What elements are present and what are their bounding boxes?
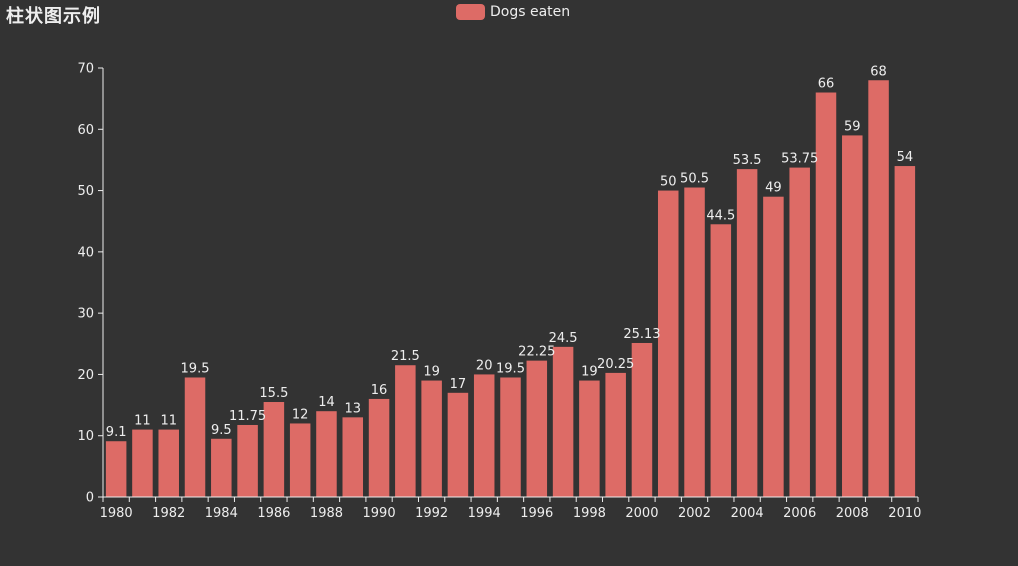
bar-1990[interactable]: [368, 398, 390, 497]
x-tick-label-1990: 1990: [363, 506, 396, 521]
x-tick-label-2010: 2010: [888, 506, 921, 521]
bar-value-label-2006: 53.75: [781, 152, 818, 167]
bar-value-label-1984: 9.5: [211, 423, 232, 438]
bars-group: [105, 80, 916, 497]
bar-1987[interactable]: [289, 423, 311, 497]
bar-1998[interactable]: [579, 380, 600, 497]
bar-value-label-1994: 20: [476, 358, 493, 373]
legend-item-dogs-eaten[interactable]: Dogs eaten: [456, 4, 570, 20]
bar-value-label-1995: 19.5: [496, 361, 525, 376]
bar-value-label-1981: 11: [134, 414, 151, 429]
bar-1996[interactable]: [526, 360, 548, 497]
bar-value-label-2007: 66: [818, 77, 835, 92]
x-tick-label-1982: 1982: [152, 506, 185, 521]
bar-1992[interactable]: [421, 380, 442, 497]
y-tick-label-0: 0: [86, 491, 94, 506]
x-tick-label-2008: 2008: [836, 506, 869, 521]
x-tick-label-2004: 2004: [731, 506, 764, 521]
bar-value-label-1982: 11: [160, 414, 177, 429]
x-tick-label-1984: 1984: [205, 506, 238, 521]
x-tick-label-2002: 2002: [678, 506, 711, 521]
bar-value-label-1990: 16: [371, 383, 388, 398]
bar-value-label-2003: 44.5: [706, 208, 735, 223]
legend-label: Dogs eaten: [490, 4, 571, 20]
bar-2002[interactable]: [684, 187, 705, 497]
x-tick-label-1998: 1998: [573, 506, 606, 521]
bar-value-label-1988: 14: [318, 395, 335, 410]
bar-value-label-2009: 68: [870, 64, 887, 79]
bar-value-label-1989: 13: [344, 401, 361, 416]
legend-swatch: [456, 4, 485, 20]
bar-value-label-2001: 50: [660, 175, 677, 190]
x-tick-label-2000: 2000: [625, 506, 658, 521]
bar-value-label-1983: 19.5: [181, 361, 210, 376]
bar-1980[interactable]: [105, 441, 127, 497]
y-tick-label-20: 20: [77, 368, 94, 383]
bar-2000[interactable]: [631, 342, 653, 497]
y-tick-label-50: 50: [77, 184, 94, 199]
y-tick-label-30: 30: [77, 307, 94, 322]
bar-value-label-1997: 24.5: [549, 331, 578, 346]
x-axis: 1980 1982 1984 1986 1988 1990 1992 1994 1996 1998…: [100, 496, 921, 521]
bar-2010[interactable]: [894, 166, 916, 497]
bar-value-label-1999: 20.25: [597, 357, 634, 372]
bar-1985[interactable]: [237, 424, 258, 497]
bar-2006[interactable]: [789, 167, 810, 497]
bar-1986[interactable]: [263, 402, 285, 497]
bar-1994[interactable]: [473, 374, 495, 497]
bar-1984[interactable]: [211, 438, 232, 497]
chart-title: 柱状图示例: [6, 6, 101, 27]
y-tick-label-40: 40: [77, 245, 94, 260]
bar-1981[interactable]: [132, 429, 153, 497]
bar-value-label-1986: 15.5: [259, 386, 288, 401]
y-axis: 0 10 20 30 40 50 60 70: [77, 62, 104, 506]
bar-1989[interactable]: [342, 417, 364, 497]
bar-value-label-1993: 17: [450, 377, 467, 392]
x-tick-label-1988: 1988: [310, 506, 343, 521]
y-tick-label-70: 70: [77, 62, 94, 77]
bar-value-label-2004: 53.5: [733, 153, 762, 168]
bar-value-label-2002: 50.5: [680, 172, 709, 187]
y-tick-label-10: 10: [77, 429, 94, 444]
bar-2005[interactable]: [763, 196, 784, 497]
bar-value-label-1996: 22.25: [518, 345, 555, 360]
bar-1982[interactable]: [158, 429, 179, 497]
bar-value-label-2008: 59: [844, 119, 861, 134]
bar-1988[interactable]: [316, 411, 337, 497]
bar-value-label-2005: 49: [765, 181, 782, 196]
bar-1995[interactable]: [500, 377, 521, 497]
x-tick-label-2006: 2006: [783, 506, 816, 521]
bar-value-label-1985: 11.75: [229, 409, 266, 424]
x-tick-label-1980: 1980: [100, 506, 133, 521]
bar-value-label-1987: 12: [292, 407, 309, 422]
bar-1983[interactable]: [184, 377, 206, 497]
bar-2008[interactable]: [842, 135, 863, 497]
bar-value-label-1998: 19: [581, 365, 598, 380]
x-tick-label-1994: 1994: [468, 506, 501, 521]
bar-value-label-2000: 25.13: [623, 327, 660, 342]
bar-2004[interactable]: [736, 169, 758, 497]
bar-1993[interactable]: [447, 392, 469, 497]
bar-value-label-1992: 19: [423, 365, 440, 380]
bar-1991[interactable]: [395, 365, 416, 497]
bar-1999[interactable]: [605, 372, 626, 497]
x-tick-label-1992: 1992: [415, 506, 448, 521]
bar-value-label-2010: 54: [897, 150, 914, 165]
bar-2009[interactable]: [868, 80, 889, 497]
y-tick-label-60: 60: [77, 123, 94, 138]
bar-2001[interactable]: [657, 190, 679, 497]
x-tick-label-1986: 1986: [257, 506, 290, 521]
bar-value-label-1980: 9.1: [106, 425, 127, 440]
bar-2003[interactable]: [710, 224, 732, 497]
bar-value-label-1991: 21.5: [391, 349, 420, 364]
bar-1997[interactable]: [552, 346, 574, 497]
x-tick-label-1996: 1996: [520, 506, 553, 521]
bar-2007[interactable]: [815, 92, 837, 497]
